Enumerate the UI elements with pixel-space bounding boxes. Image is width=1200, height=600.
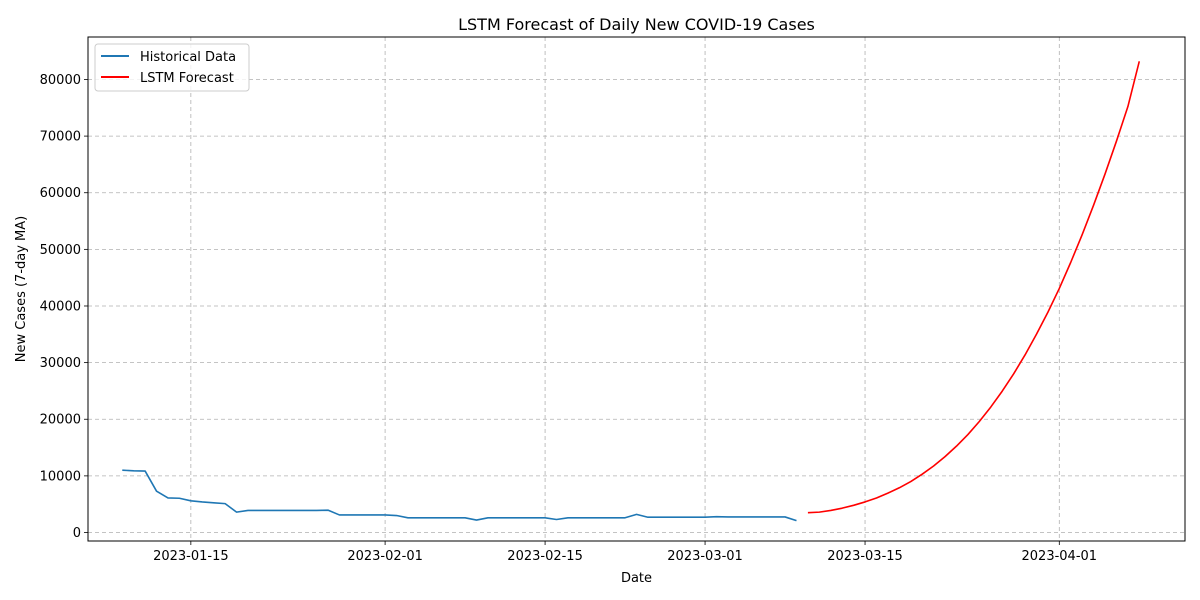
series-line-forecast (807, 61, 1141, 514)
series-line-historical (122, 469, 797, 522)
x-tick-label: 2023-03-15 (827, 549, 903, 564)
y-tick-label: 10000 (40, 469, 81, 484)
y-axis-ticks: 0 10000 20000 30000 40000 50000 60000 70000 8000… (40, 73, 88, 541)
x-axis-title: Date (621, 571, 652, 586)
x-tick-label: 2023-03-01 (667, 549, 743, 564)
grid-lines (88, 37, 1185, 541)
y-tick-label: 20000 (40, 413, 81, 428)
y-tick-label: 40000 (40, 299, 81, 314)
legend: Historical Data LSTM Forecast (94, 43, 250, 92)
y-tick-label: 30000 (40, 356, 81, 371)
series-lines (122, 61, 1141, 522)
x-axis-ticks: 2023-01-15 2023-02-01 2023-02-15 2023-03-01… (153, 541, 1097, 564)
x-tick-label: 2023-04-01 (1022, 549, 1098, 564)
y-tick-label: 60000 (40, 186, 81, 201)
legend-box (94, 43, 250, 92)
legend-label-historical: Historical Data (140, 50, 236, 65)
chart-title: LSTM Forecast of Daily New COVID-19 Case… (458, 15, 815, 34)
y-tick-label: 80000 (40, 73, 81, 88)
x-tick-label: 2023-02-15 (507, 549, 583, 564)
y-axis-title: New Cases (7-day MA) (14, 216, 29, 362)
legend-label-forecast: LSTM Forecast (140, 71, 234, 86)
y-tick-label: 50000 (40, 243, 81, 258)
plot-frame (87, 36, 1186, 542)
y-tick-label: 70000 (40, 130, 81, 145)
x-tick-label: 2023-02-01 (347, 549, 423, 564)
x-tick-label: 2023-01-15 (153, 549, 229, 564)
y-tick-label: 0 (73, 526, 81, 541)
